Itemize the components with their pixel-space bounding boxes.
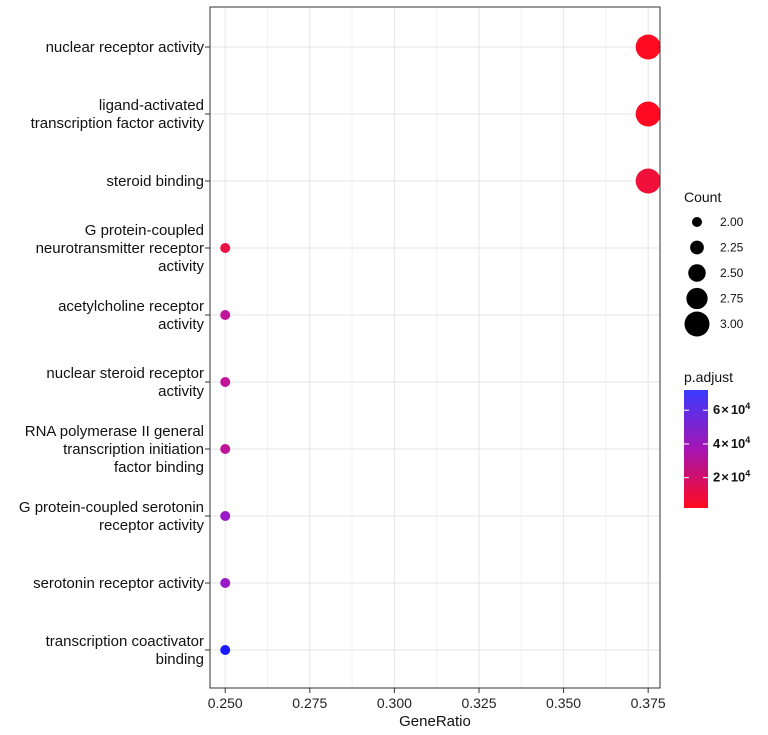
x-axis: 0.250 0.275 0.300 0.325 0.350 0.375 [208,688,666,711]
y-tick-label: nuclear receptor activity [46,39,205,56]
data-points [220,34,661,655]
size-legend: Count 2.00 2.25 2.50 2.75 3.00 [684,189,744,337]
data-point [220,511,231,521]
data-point [635,168,661,194]
color-legend-title: p.adjust [684,369,733,385]
y-tick-label: G protein-coupled serotonin receptor acti… [19,499,205,534]
x-tick-label: 0.350 [546,695,581,711]
data-point [220,444,231,454]
y-tick-label: nuclear steroid receptor activity [46,365,204,400]
y-tick-label: acetylcholine receptor activity [58,298,204,333]
data-point [635,101,661,127]
size-legend-key [686,287,708,310]
data-point [220,377,231,387]
size-legend-title: Count [684,189,721,205]
grid-lines [210,7,660,688]
data-point [220,578,231,588]
x-tick-label: 0.375 [631,695,666,711]
x-tick-label: 0.300 [377,695,412,711]
y-tick-label: serotonin receptor activity [33,575,204,592]
size-legend-key [690,240,704,255]
size-legend-key [692,217,702,227]
colorbar-label: 6× 104 [713,401,750,417]
x-tick-label: 0.250 [208,695,243,711]
y-tick-label: transcription coactivator binding [46,633,204,668]
y-axis-labels: nuclear receptor activity ligand-activate… [19,39,210,668]
plot-panel-border [209,6,661,689]
size-legend-label: 3.00 [720,317,744,331]
y-tick-label: ligand-activated transcription factor act… [31,97,205,132]
y-tick-label: G protein-coupled neurotransmitter recept… [36,222,205,275]
y-tick-label: RNA polymerase II general transcription i… [25,423,204,476]
y-tick-label: steroid binding [106,173,204,190]
color-legend: p.adjust 6× 104 4× 104 2× 104 [684,369,750,508]
size-legend-label: 2.00 [720,215,744,229]
size-legend-key [688,264,706,282]
size-legend-label: 2.75 [720,292,744,306]
colorbar-label: 2× 104 [713,469,750,485]
x-axis-title: GeneRatio [399,713,471,730]
data-point [635,34,661,60]
x-tick-label: 0.325 [461,695,496,711]
x-tick-label: 0.275 [292,695,327,711]
colorbar [684,390,708,508]
size-legend-label: 2.50 [720,266,744,280]
colorbar-label: 4× 104 [713,435,750,451]
data-point [220,310,231,320]
size-legend-label: 2.25 [720,241,744,255]
data-point [220,243,231,253]
size-legend-key [684,311,710,337]
data-point [220,645,231,655]
